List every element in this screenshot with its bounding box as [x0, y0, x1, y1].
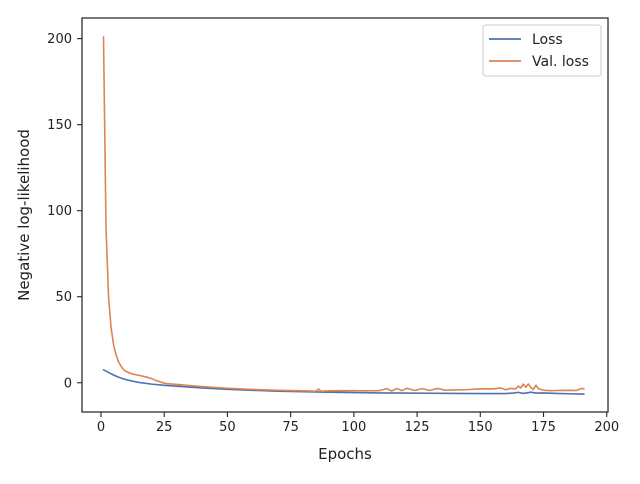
x-tick-label: 25: [156, 420, 173, 435]
x-tick-label: 75: [282, 420, 299, 435]
legend-box: [482, 24, 602, 77]
x-axis-label: Epochs: [318, 445, 372, 463]
x-tick-label: 50: [219, 420, 236, 435]
y-tick-label: 100: [47, 204, 72, 219]
x-tick-label: 0: [97, 420, 105, 435]
series-line-loss: [102, 369, 585, 395]
x-tick-label: 200: [594, 420, 619, 435]
legend: Loss Val. loss: [482, 24, 602, 77]
legend-label-val-loss: Val. loss: [532, 54, 589, 70]
legend-label-loss: Loss: [532, 32, 563, 48]
y-tick-label: 50: [55, 290, 72, 305]
plot-frame: [81, 17, 609, 413]
y-axis-label: Negative log-likelihood: [15, 129, 33, 301]
x-tick-label: 100: [341, 420, 366, 435]
y-tick-label: 0: [64, 376, 72, 391]
series-line-val-loss: [102, 36, 585, 392]
y-tick-label: 200: [47, 32, 72, 47]
y-tick-label: 150: [47, 118, 72, 133]
x-tick-label: 125: [405, 420, 430, 435]
x-tick-label: 150: [468, 420, 493, 435]
x-tick-label: 175: [531, 420, 556, 435]
